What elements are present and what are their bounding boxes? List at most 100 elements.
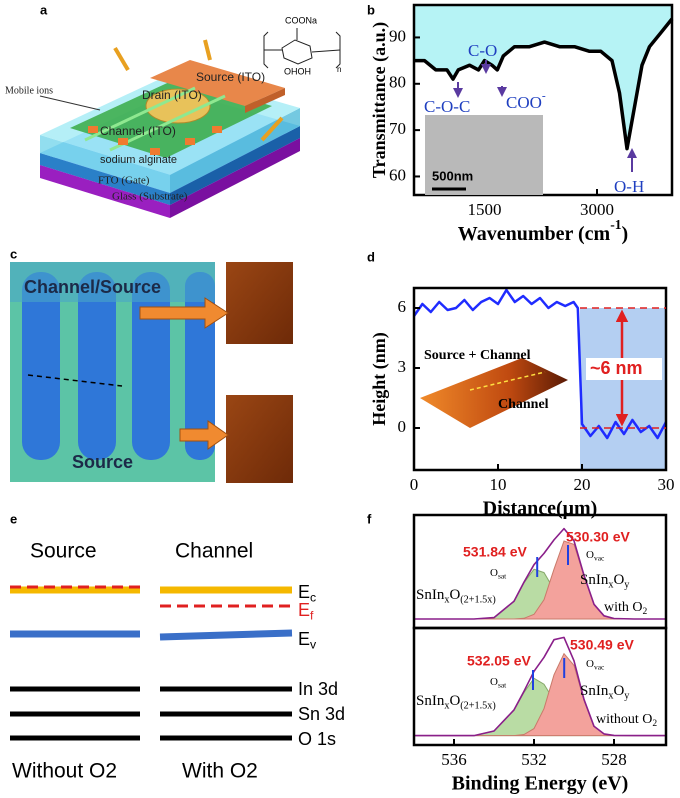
series-line [414,17,674,151]
peak-label: 532.05 eV [467,653,531,669]
panel-label: b [367,2,375,17]
text-part: f [310,609,314,623]
text-part: O [586,549,594,561]
x-tick-label: 532 [521,750,547,769]
y-axis-label: Height (nm) [369,332,390,426]
device-label: Glass (Substrate) [112,191,188,203]
annotation: C-O [468,41,497,60]
panel-label: d [367,249,375,264]
text-part: with O [604,600,643,615]
x-tick-label: 30 [658,475,675,494]
device-label: FTO (Gate) [98,175,150,187]
chem-text: n [337,65,341,74]
text-part: vac [594,662,605,671]
x-tick-label: 20 [574,475,591,494]
micrograph-label: Channel/Source [24,277,161,297]
micrograph: Channel/Source Source [10,262,293,483]
text-part: vac [594,553,605,562]
annotation: Ovac [586,658,605,671]
plot-frame [412,286,668,472]
x-tick-label: 0 [410,475,419,494]
peak-label: 530.49 eV [570,637,634,653]
text-part: SnIn [580,572,609,588]
text-part: O [490,676,498,688]
x-axis-label: Binding Energy (eV) [452,773,629,795]
text-part: - [542,89,546,102]
series-line [414,636,666,737]
text-part: sat [498,571,507,580]
text-part: ) [622,223,629,245]
text-part: O [490,567,498,579]
label-bg [586,358,662,380]
x-tick-label: 3000 [580,200,614,219]
annotation: with O2 [604,600,648,617]
panel-label: a [40,2,48,17]
text-part: (2+1.5x) [460,595,495,606]
text-part: without O [596,712,652,727]
band-label: Ec [298,582,316,605]
device-label: Mobile ions [5,85,53,96]
device-label: Channel (ITO) [100,124,176,138]
text-part: x [608,691,613,702]
text-part: E [298,629,310,649]
band-label: Ev [298,629,317,652]
x-tick-label: 1500 [468,200,502,219]
annotation: Osat [490,567,507,580]
device-label: sodium alginate [100,154,177,166]
x-tick-label: 10 [490,475,507,494]
text-part: sat [498,680,507,689]
annotation: Osat [490,676,507,689]
text-part: COO [506,93,542,112]
text-part: O [586,658,594,670]
panel-label: f [367,511,372,526]
plot-frame [412,626,668,747]
annotation: COO- [506,89,546,112]
y-tick-label: 90 [389,26,406,45]
inset-image [420,358,568,428]
micrograph-label: Source [72,452,133,472]
x-tick-label: 528 [601,750,627,769]
scale-bar-label: 500nm [432,168,473,183]
series-line [414,527,666,620]
chem-text: COONa [285,15,317,25]
series-line [412,288,668,440]
peak-label: 531.84 eV [463,544,527,560]
inset-label: Source + Channel [424,348,531,363]
text-part: 2 [643,607,648,617]
annotation: without O2 [596,712,657,729]
core-level-label: In 3d [298,679,338,699]
x-tick-label: 536 [441,750,467,769]
annotation: C-O-C [424,97,470,116]
inset-image [425,115,543,195]
text-part: y [624,691,630,702]
chem-text: OHOH [284,66,311,76]
text-part: SnIn [416,587,445,603]
text-part: O [449,693,460,709]
device-label: Source (ITO) [196,70,265,84]
y-tick-label: 60 [389,165,406,184]
peak-label: 530.30 eV [566,529,630,545]
condition-label: Without O2 [12,760,117,783]
text-part: E [298,582,310,602]
x-axis-label: Wavenumber (cm-1) [458,217,628,244]
condition-label: With O2 [182,760,258,783]
text-part: -1 [610,217,622,232]
text-part: SnIn [416,693,445,709]
text-part: y [624,580,630,591]
annotation: Ovac [586,549,605,562]
y-tick-label: 0 [398,417,407,436]
core-level-label: O 1s [298,729,336,749]
panel-label: c [10,246,17,261]
y-tick-label: 80 [389,73,406,92]
text-part: (2+1.5x) [460,701,495,712]
core-level-label: Sn 3d [298,704,345,724]
y-axis-label: Transmittance (a.u.) [369,22,390,178]
y-tick-label: 6 [398,297,407,316]
column-label: Source [30,540,97,563]
text-part: O [449,587,460,603]
y-tick-label: 3 [398,357,407,376]
text-part: c [310,591,316,605]
text-part: O [613,683,624,699]
annotation: O-H [614,177,644,196]
